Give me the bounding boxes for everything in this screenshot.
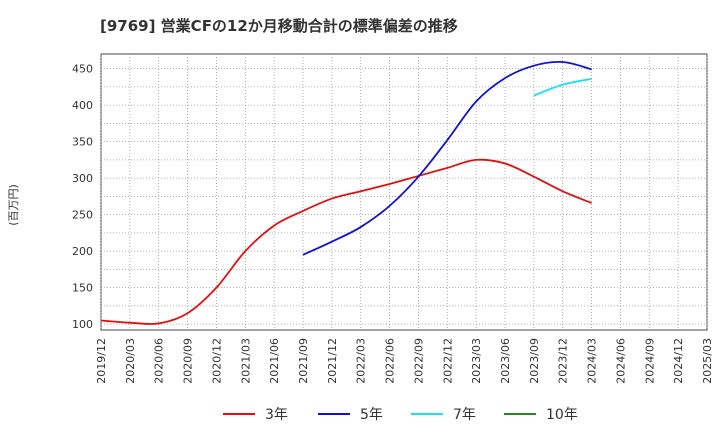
y-tick-label: 400	[72, 99, 93, 112]
y-tick-label: 100	[72, 318, 93, 331]
legend: 3年 5年 7年 10年	[223, 407, 578, 423]
x-tick-label: 2022/09	[412, 338, 425, 384]
x-tick-label: 2025/03	[701, 338, 714, 384]
series-line-0	[100, 158, 592, 325]
y-axis-label: (百万円)	[7, 184, 20, 226]
grid	[100, 54, 708, 330]
legend-label-3: 10年	[546, 407, 578, 423]
x-tick-label: 2020/06	[153, 338, 166, 384]
series-line-2	[533, 77, 592, 97]
y-tick-label: 300	[72, 172, 93, 185]
legend-label-1: 5年	[360, 407, 383, 423]
legend-label-0: 3年	[265, 407, 288, 423]
x-tick-label: 2023/06	[499, 338, 512, 384]
legend-label-2: 7年	[453, 407, 476, 423]
x-tick-label: 2022/06	[384, 338, 397, 384]
y-tick-label: 200	[72, 245, 93, 258]
x-tick-label: 2023/09	[528, 338, 541, 384]
x-tick-label: 2021/03	[239, 338, 252, 384]
chart-title: [9769] 営業CFの12か月移動合計の標準偏差の推移	[100, 17, 458, 35]
x-tick-label: 2020/09	[182, 338, 195, 384]
x-tick-label: 2022/12	[441, 338, 454, 384]
x-tick-label: 2021/06	[268, 338, 281, 384]
y-tick-label: 250	[72, 209, 93, 222]
x-tick-label: 2022/03	[355, 338, 368, 384]
x-tick-label: 2021/09	[297, 338, 310, 384]
series-line-1	[302, 61, 592, 256]
x-tick-label: 2020/03	[124, 338, 137, 384]
x-tick-label: 2024/03	[586, 338, 599, 384]
x-tick-label: 2021/12	[326, 338, 339, 384]
x-tick-label: 2023/03	[470, 338, 483, 384]
x-tick-label: 2024/09	[643, 338, 656, 384]
x-tick-labels: 2019/12 2020/03 2020/06 2020/09 2020/12 2021/…	[95, 338, 714, 384]
x-tick-label: 2024/12	[672, 338, 685, 384]
x-tick-label: 2023/12	[557, 338, 570, 384]
x-tick-label: 2020/12	[210, 338, 223, 384]
y-tick-label: 150	[72, 282, 93, 295]
series-lines	[100, 61, 592, 325]
x-tick-label: 2024/06	[614, 338, 627, 384]
y-tick-label: 450	[72, 63, 93, 76]
y-tick-labels: 100 150 200 250 300 350 400 450	[72, 63, 93, 332]
x-tick-label: 2019/12	[95, 338, 108, 384]
y-tick-label: 350	[72, 136, 93, 149]
